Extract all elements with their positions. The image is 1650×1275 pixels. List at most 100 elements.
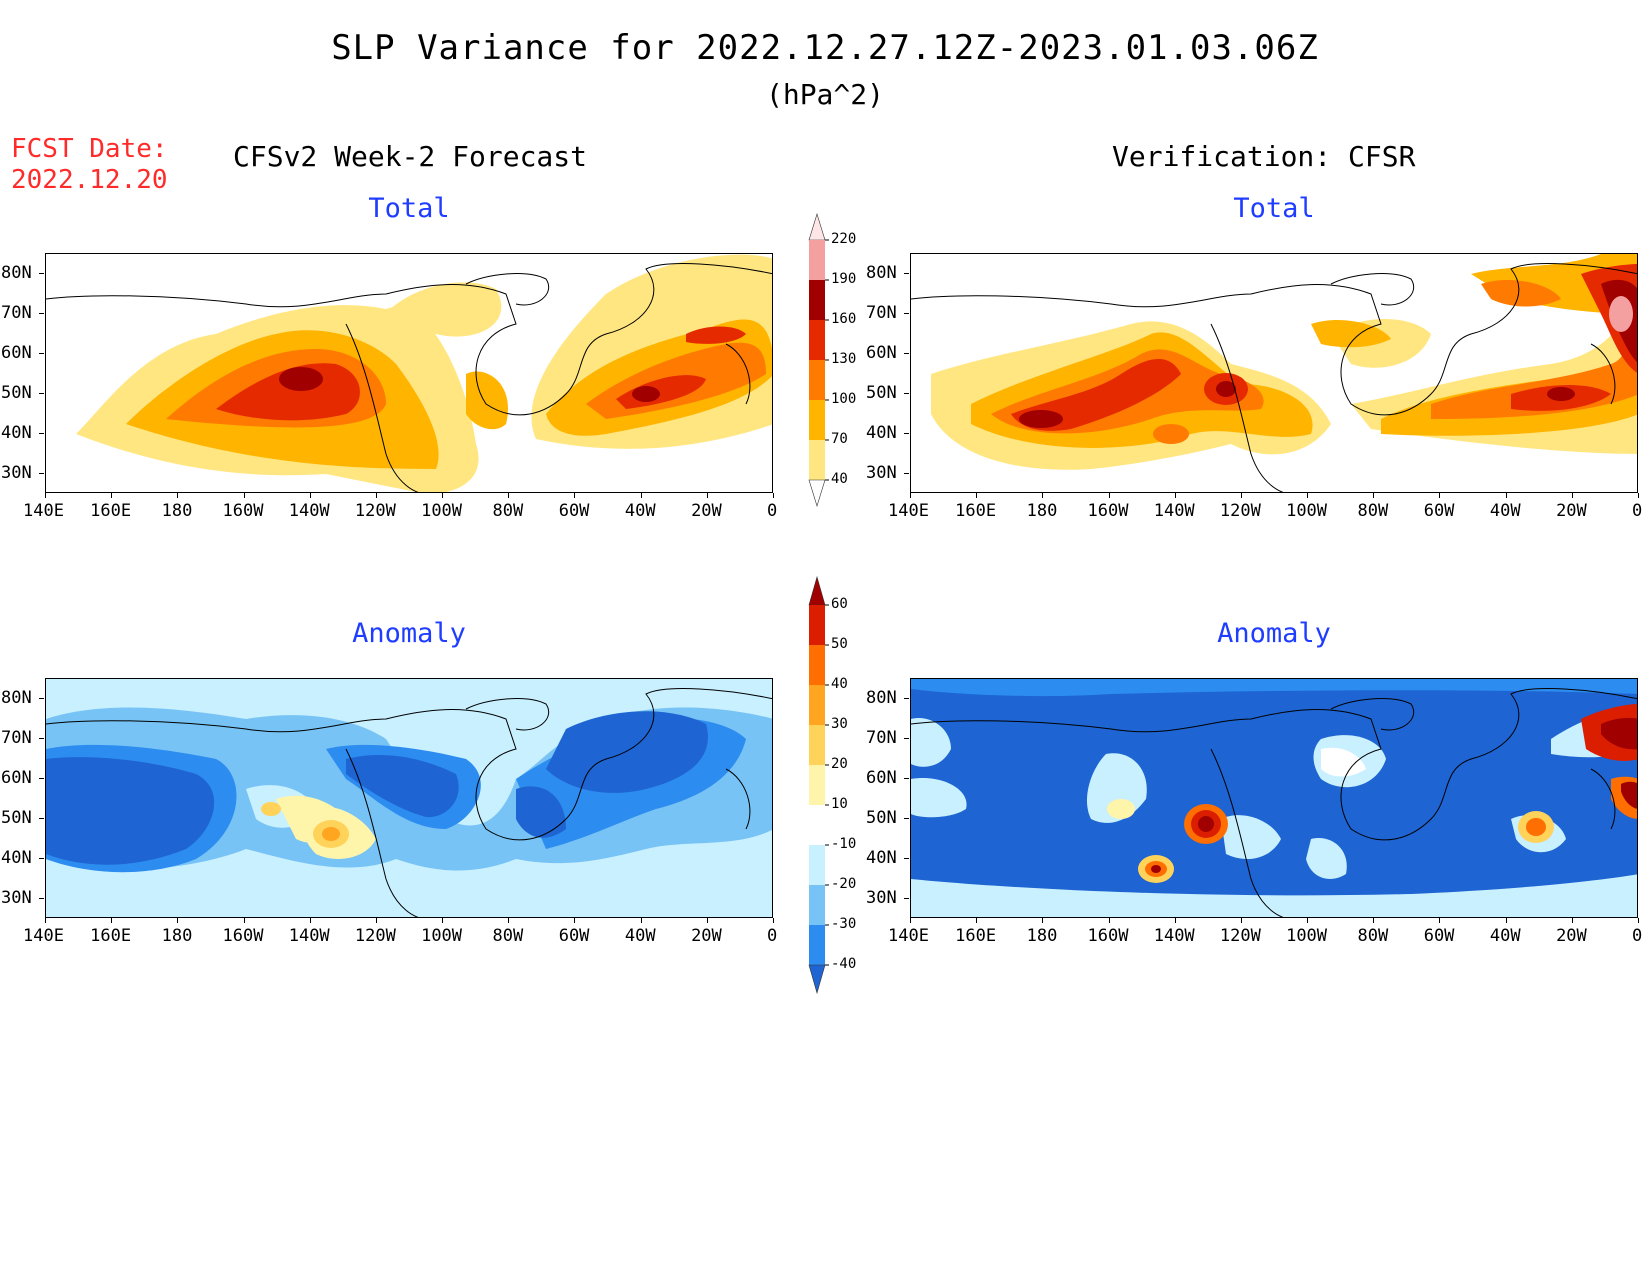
anomaly-colorbar-segment [809, 805, 825, 845]
forecast-anomaly-lat-tick [39, 738, 44, 739]
verification-total-lon-tick [1307, 493, 1309, 498]
forecast-anomaly-lat-tick [39, 858, 44, 859]
anomaly-colorbar: -40 -30 -20 -10 10 20 30 40 50 60 [805, 575, 875, 1020]
forecast-total-lon-label: 140E [23, 501, 64, 521]
anomaly-colorbar-level: 60 [831, 596, 848, 612]
anomaly-colorbar-segment [809, 725, 825, 765]
forecast-total-lat-label: 60N [1, 343, 32, 363]
forecast-anomaly-lon-tick [574, 918, 576, 923]
total-colorbar-level: 40 [831, 471, 848, 487]
forecast-total-lon-tick [375, 493, 377, 498]
verification-total-lon-label: 60W [1423, 501, 1455, 521]
verification-total-lon-label: 0 [1632, 501, 1643, 521]
forecast-total-lat-tick [39, 393, 44, 394]
verification-anomaly-lon-label: 120W [1219, 926, 1261, 946]
verification-anomaly-lon-tick [976, 918, 978, 923]
forecast-anomaly-label: Anomaly [352, 618, 466, 649]
forecast-total-lon-label: 20W [691, 501, 722, 521]
anomaly-colorbar-level: 30 [831, 716, 848, 732]
verification-anomaly-lon-tick [1108, 918, 1110, 923]
verification-anomaly-lon-label: 100W [1286, 926, 1328, 946]
verification-total-lon-tick [910, 493, 911, 498]
forecast-anomaly-lon-label: 180 [161, 926, 193, 946]
forecast-total-lon-label: 180 [161, 501, 193, 521]
forecast-total-lon-label: 120W [354, 501, 396, 521]
forecast-total-lon-label: 0 [767, 501, 778, 521]
forecast-total-lon-tick [773, 493, 774, 498]
forecast-anomaly-lon-label: 140W [288, 926, 330, 946]
total-colorbar-segment [809, 440, 825, 480]
verification-anomaly-lat-label: 80N [866, 688, 897, 708]
verification-total-lon-label: 120W [1219, 501, 1261, 521]
forecast-anomaly-lon-label: 100W [421, 926, 463, 946]
anomaly-colorbar-bottom-arrow [808, 964, 826, 995]
verification-total-lon-label: 100W [1286, 501, 1328, 521]
verification-anomaly-lat-label: 50N [866, 808, 897, 828]
anomaly-colorbar-level: 10 [831, 796, 848, 812]
verification-total-lon-tick [1174, 493, 1176, 498]
forecast-total-lon-tick [309, 493, 311, 498]
forecast-total-lon-tick [508, 493, 510, 498]
verification-anomaly-lon-label: 60W [1423, 926, 1455, 946]
verification-total-lon-label: 140W [1153, 501, 1195, 521]
forecast-anomaly-lat-label: 60N [1, 768, 32, 788]
forecast-total-lon-label: 100W [421, 501, 463, 521]
verification-total-lon-tick [1505, 493, 1507, 498]
forecast-anomaly-lon-label: 0 [767, 926, 778, 946]
forecast-total-lon-tick [442, 493, 444, 498]
verification-total-lat-label: 40N [866, 423, 897, 443]
forecast-total-lat-label: 80N [1, 263, 32, 283]
total-colorbar-level: 190 [831, 271, 857, 287]
forecast-total-lat-label: 70N [1, 303, 32, 323]
forecast-anomaly-lon-tick [442, 918, 444, 923]
forecast-anomaly-lon-tick [309, 918, 311, 923]
verification-total-lon-tick [1638, 493, 1639, 498]
verification-anomaly-lon-label: 80W [1357, 926, 1389, 946]
verification-anomaly-lon-label: 40W [1489, 926, 1521, 946]
forecast-anomaly-lat-label: 30N [1, 888, 32, 908]
forecast-anomaly-lat-tick [39, 778, 44, 779]
forecast-total-lon-label: 40W [624, 501, 656, 521]
verification-total-lat-tick [904, 393, 909, 394]
anomaly-colorbar-level: -40 [831, 956, 857, 972]
verification-total-lon-label: 20W [1556, 501, 1587, 521]
forecast-anomaly-lon-label: 80W [492, 926, 524, 946]
forecast-total-lon-label: 80W [492, 501, 524, 521]
verification-anomaly-lat-tick [904, 738, 909, 739]
forecast-anomaly-lon-tick [243, 918, 245, 923]
forecast-anomaly-lon-tick [111, 918, 113, 923]
forecast-anomaly-lat-label: 40N [1, 848, 32, 868]
verification-anomaly-lat-tick [904, 818, 909, 819]
verification-anomaly-lat-label: 60N [866, 768, 897, 788]
total-colorbar-level: 160 [831, 311, 857, 327]
forecast-total-lon-label: 60W [558, 501, 590, 521]
total-colorbar-segment [809, 280, 825, 320]
anomaly-colorbar-segment [809, 765, 825, 805]
anomaly-colorbar-level: -20 [831, 876, 857, 892]
forecast-total-lon-tick [706, 493, 708, 498]
forecast-total-lon-tick [243, 493, 245, 498]
total-colorbar: 40 70 100 130 160 190 220 [805, 212, 875, 532]
verification-total-lat-label: 80N [866, 263, 897, 283]
verification-total-map [910, 253, 1638, 493]
forecast-anomaly-lon-tick [177, 918, 179, 923]
forecast-anomaly-lon-label: 160W [222, 926, 264, 946]
forecast-total-lon-label: 160W [222, 501, 264, 521]
verification-anomaly-map [910, 678, 1638, 918]
forecast-total-map [45, 253, 773, 493]
forecast-anomaly-lat-tick [39, 818, 44, 819]
forecast-total-lat-tick [39, 353, 44, 354]
anomaly-colorbar-level: 40 [831, 676, 848, 692]
anomaly-colorbar-level: -10 [831, 836, 857, 852]
verification-total-lon-tick [1240, 493, 1242, 498]
units-label: (hPa^2) [765, 78, 884, 111]
verification-anomaly-lon-label: 180 [1026, 926, 1058, 946]
main-title: SLP Variance for 2022.12.27.12Z-2023.01.… [331, 28, 1319, 68]
verification-anomaly-lon-tick [1571, 918, 1573, 923]
anomaly-colorbar-top-arrow [808, 575, 826, 606]
verification-anomaly-lat-label: 70N [866, 728, 897, 748]
forecast-anomaly-lat-tick [39, 698, 44, 699]
forecast-anomaly-map [45, 678, 773, 918]
verification-total-lat-label: 50N [866, 383, 897, 403]
verification-anomaly-lon-label: 140E [888, 926, 929, 946]
